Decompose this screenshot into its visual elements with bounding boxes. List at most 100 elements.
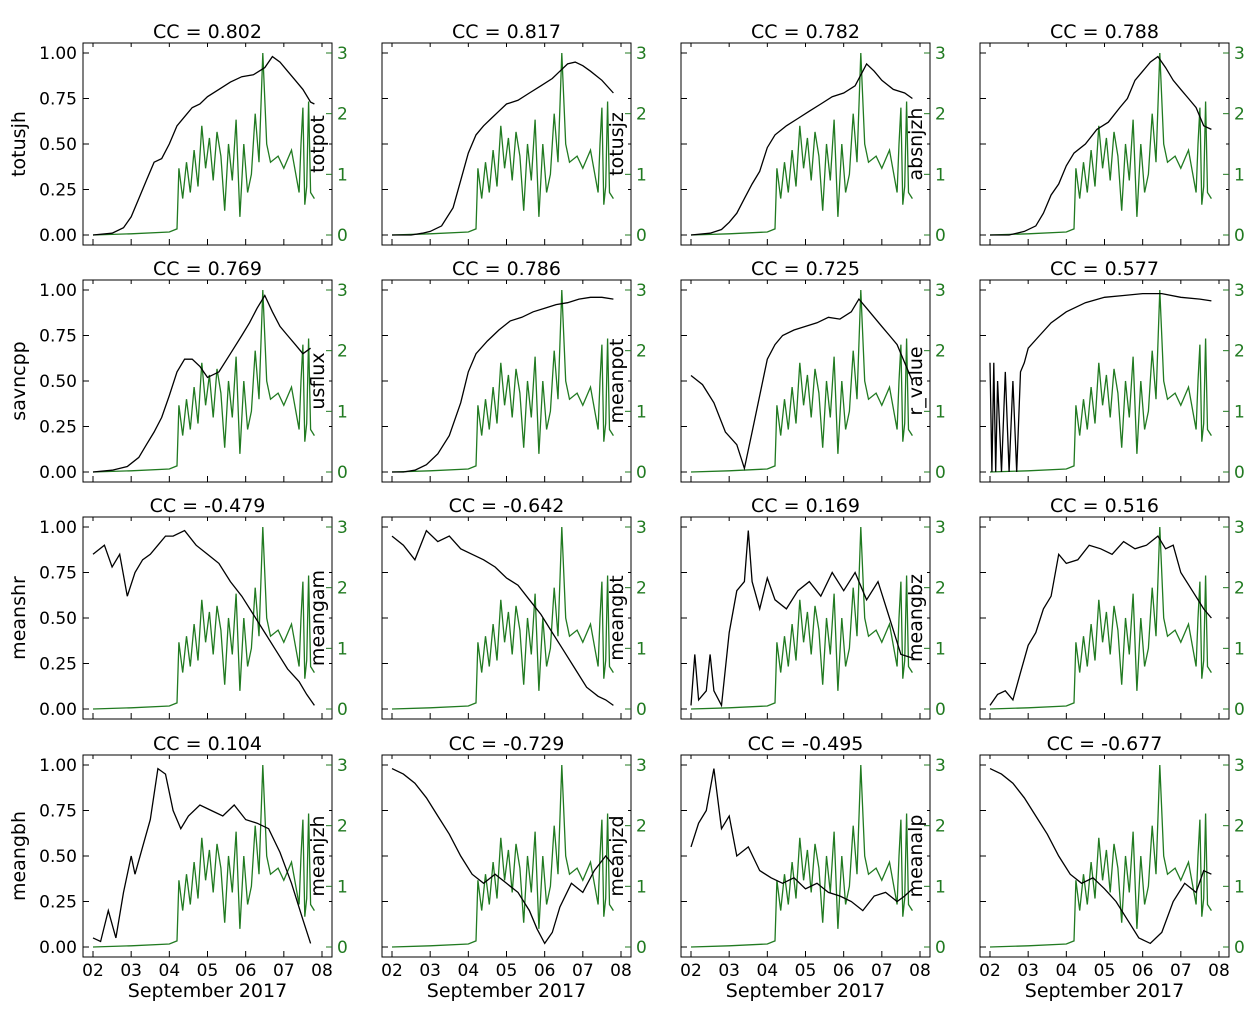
flare-series-line bbox=[391, 289, 614, 473]
plot-title: CC = 0.104 bbox=[153, 733, 262, 755]
y2-tick-label: 2 bbox=[636, 579, 647, 599]
x-tick-label: 04 bbox=[757, 961, 779, 981]
plot-frame bbox=[381, 279, 632, 483]
y2-tick-label: 1 bbox=[636, 639, 647, 659]
plot-title: CC = -0.495 bbox=[748, 733, 864, 755]
y-axis-label: meangbh bbox=[8, 811, 30, 901]
y2-tick-label: 2 bbox=[1234, 817, 1245, 837]
plot-title: CC = 0.577 bbox=[1050, 258, 1159, 280]
y2-tick-label: 0 bbox=[1234, 938, 1245, 958]
x-tick-label: 08 bbox=[311, 961, 333, 981]
y2-tick-label: 0 bbox=[1234, 463, 1245, 483]
plot-frame bbox=[381, 754, 632, 958]
y-tick-label: 1.00 bbox=[39, 518, 77, 538]
y-axis-label: savncpp bbox=[8, 341, 30, 420]
y2-tick-label: 0 bbox=[337, 226, 348, 246]
y-tick-label: 0.25 bbox=[39, 893, 77, 913]
subplot-totpot: CC = 0.817 totpot 0 1 2 3 bbox=[307, 21, 647, 246]
plot-title: CC = 0.169 bbox=[751, 495, 860, 517]
feature-series-line bbox=[690, 297, 913, 471]
y2-tick-label: 1 bbox=[636, 402, 647, 422]
x-tick-label: 06 bbox=[1132, 961, 1154, 981]
subplot-meangbh: CC = 0.104 meangbh 0.00 0.25 0.50 0.75 1.00 0 1 2… bbox=[8, 733, 348, 1002]
y-tick-label: 0.00 bbox=[39, 463, 77, 483]
flare-series-line bbox=[391, 526, 614, 710]
y2-tick-label: 1 bbox=[337, 402, 348, 422]
y2-tick-label: 1 bbox=[1234, 402, 1245, 422]
subplot-totusjh: CC = 0.802 totusjh 0.00 0.25 0.50 0.75 1.00 0 1 2… bbox=[8, 21, 348, 246]
y-axis-label: meanjzd bbox=[606, 815, 628, 896]
y2-tick-label: 2 bbox=[935, 342, 946, 362]
plot-title: CC = 0.516 bbox=[1050, 495, 1159, 517]
y2-tick-label: 2 bbox=[337, 579, 348, 599]
feature-series-line bbox=[990, 55, 1212, 236]
y-tick-label: 0.50 bbox=[39, 372, 77, 392]
flare-series-line bbox=[989, 764, 1212, 948]
y-axis-label: meanalp bbox=[905, 815, 927, 898]
y-tick-label: 0.50 bbox=[39, 847, 77, 867]
y2-tick-label: 0 bbox=[935, 700, 946, 720]
x-tick-label: 08 bbox=[610, 961, 632, 981]
y2-tick-label: 2 bbox=[636, 105, 647, 125]
flare-series-line bbox=[92, 526, 315, 710]
flare-series-line bbox=[92, 52, 315, 236]
subplot-r_value: CC = 0.577 r_value 0 1 2 3 bbox=[905, 258, 1245, 483]
y2-tick-label: 3 bbox=[935, 281, 946, 301]
y2-tick-label: 0 bbox=[1234, 700, 1245, 720]
feature-series-line bbox=[391, 768, 614, 945]
y2-tick-label: 3 bbox=[636, 281, 647, 301]
subplot-meanshr: CC = -0.479 meanshr 0.00 0.25 0.50 0.75 1.00 0 1… bbox=[8, 495, 348, 720]
y2-tick-label: 2 bbox=[636, 342, 647, 362]
x-tick-label: 03 bbox=[1017, 961, 1039, 981]
feature-series-line bbox=[392, 61, 614, 236]
feature-series-line bbox=[92, 55, 315, 236]
x-tick-label: 02 bbox=[381, 961, 403, 981]
y-tick-label: 0.50 bbox=[39, 609, 77, 629]
y2-tick-label: 0 bbox=[636, 938, 647, 958]
y-tick-label: 0.25 bbox=[39, 181, 77, 201]
feature-series-line bbox=[391, 529, 614, 706]
y2-tick-label: 3 bbox=[337, 756, 348, 776]
x-tick-label: 02 bbox=[979, 961, 1001, 981]
plot-title: CC = 0.725 bbox=[751, 258, 860, 280]
flare-series-line bbox=[690, 289, 913, 473]
y2-tick-label: 1 bbox=[1234, 639, 1245, 659]
y2-tick-label: 1 bbox=[636, 165, 647, 185]
y2-tick-label: 2 bbox=[1234, 579, 1245, 599]
plot-frame bbox=[82, 516, 333, 720]
subplot-meangam: CC = -0.642 meangam 0 1 2 3 bbox=[307, 495, 647, 720]
y-tick-label: 0.75 bbox=[39, 802, 77, 822]
y2-tick-label: 3 bbox=[1234, 518, 1245, 538]
y-axis-label: meanpot bbox=[606, 338, 628, 423]
y2-tick-label: 2 bbox=[1234, 105, 1245, 125]
y-axis-label: totusjz bbox=[606, 112, 628, 176]
plot-title: CC = -0.479 bbox=[150, 495, 266, 517]
y-axis-label: meangam bbox=[307, 570, 329, 666]
y2-tick-label: 0 bbox=[337, 700, 348, 720]
y2-tick-label: 3 bbox=[337, 518, 348, 538]
x-tick-label: 07 bbox=[572, 961, 594, 981]
y2-tick-label: 1 bbox=[935, 877, 946, 897]
y2-tick-label: 3 bbox=[935, 518, 946, 538]
plot-frame bbox=[680, 279, 931, 483]
y-axis-label: totusjh bbox=[8, 111, 30, 177]
feature-series-line bbox=[989, 535, 1212, 706]
y2-tick-label: 2 bbox=[1234, 342, 1245, 362]
x-tick-label: 03 bbox=[419, 961, 441, 981]
y2-tick-label: 3 bbox=[636, 756, 647, 776]
x-tick-label: 05 bbox=[1094, 961, 1116, 981]
y2-tick-label: 1 bbox=[1234, 877, 1245, 897]
plot-frame bbox=[82, 279, 333, 483]
feature-series-line bbox=[989, 292, 1212, 473]
y2-tick-label: 1 bbox=[935, 165, 946, 185]
plot-frame bbox=[979, 754, 1230, 958]
x-axis-label: September 2017 bbox=[128, 980, 287, 1002]
y-axis-label: meanjzh bbox=[307, 815, 329, 896]
subplot-meangbt: CC = 0.169 meangbt 0 1 2 3 bbox=[606, 495, 946, 720]
y2-tick-label: 0 bbox=[636, 463, 647, 483]
plot-frame bbox=[979, 516, 1230, 720]
x-tick-label: 02 bbox=[680, 961, 702, 981]
